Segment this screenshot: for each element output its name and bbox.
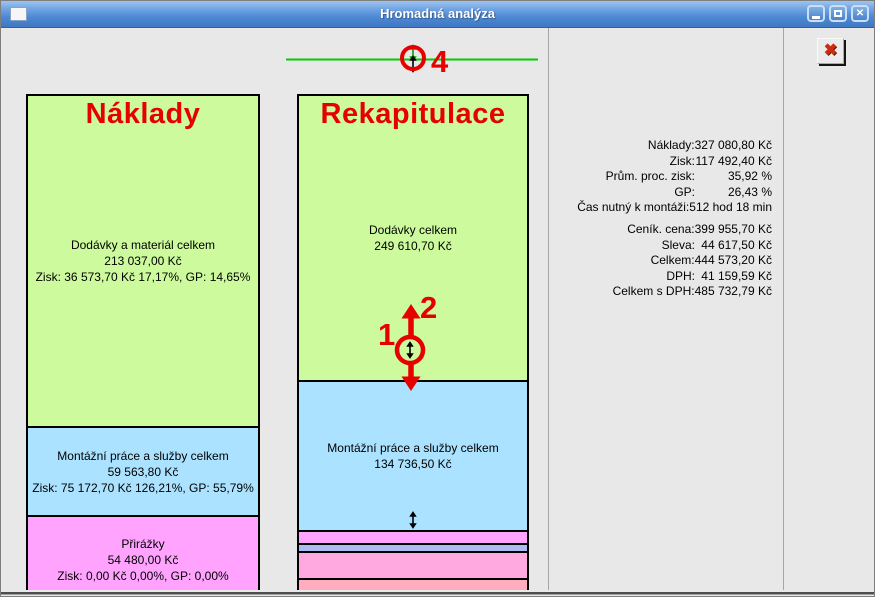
summary-label: Sleva:	[661, 237, 695, 252]
summary-value: 512 hod 18 min	[689, 200, 772, 214]
close-window-button[interactable]: ✕	[851, 5, 869, 22]
section-name: Dodávky celkem	[368, 223, 458, 237]
client-area: Náklady Dodávky a materiál celkem 213 03…	[1, 28, 874, 596]
summary-row: Celkem: 444 573,20 Kč	[556, 253, 772, 269]
costs-surcharges-section[interactable]: Přirážky 54 480,00 Kč Zisk: 0,00 Kč 0,00…	[28, 515, 258, 596]
summary-row: DPH: 41 159,59 Kč	[556, 269, 772, 285]
app-icon[interactable]	[10, 7, 27, 21]
section-value: 59 563,80 Kč	[107, 464, 179, 479]
summary-value: 117 492,40 Kč	[695, 153, 772, 168]
costs-surcharges-text: Přirážky 54 480,00 Kč Zisk: 0,00 Kč 0,00…	[57, 536, 228, 584]
recap-stripe-magenta[interactable]	[299, 530, 527, 543]
summary-label: DPH:	[666, 268, 695, 283]
costs-supplies-text: Dodávky a materiál celkem 213 037,00 Kč …	[36, 237, 251, 285]
recap-labor-section[interactable]: Montážní práce a služby celkem 134 736,5…	[299, 380, 527, 530]
section-detail: Zisk: 75 172,70 Kč 126,21%, GP: 55,79%	[32, 480, 254, 495]
section-value: 134 736,50 Kč	[374, 457, 452, 471]
summary-value: 26,43 %	[727, 184, 772, 199]
maximize-icon	[834, 10, 842, 17]
recap-supplies-text: Dodávky celkem 249 610,70 Kč	[369, 222, 457, 254]
summary-label: Ceník. cena:	[627, 222, 695, 236]
summary-row: Náklady: 327 080,80 Kč	[556, 138, 772, 154]
section-name: Montážní práce a služby celkem	[57, 448, 229, 463]
summary-label: Celkem s DPH:	[612, 284, 695, 298]
recap-bar-chart: Rekapitulace Dodávky celkem 249 610,70 K…	[297, 94, 529, 596]
summary-label: Náklady:	[647, 138, 695, 152]
costs-bar-chart: Náklady Dodávky a materiál celkem 213 03…	[26, 94, 260, 596]
recap-stripe-periwinkle[interactable]	[299, 543, 527, 551]
titlebar[interactable]: Hromadná analýza ✕	[1, 1, 874, 28]
summary-row: Celkem s DPH: 485 732,79 Kč	[556, 284, 772, 300]
window-controls: ✕	[807, 5, 869, 22]
costs-labor-section[interactable]: Montážní práce a služby celkem 59 563,80…	[28, 426, 258, 515]
costs-supplies-section[interactable]: Náklady Dodávky a materiál celkem 213 03…	[28, 96, 258, 426]
close-button[interactable]: ✖	[817, 38, 844, 64]
maximize-button[interactable]	[829, 5, 847, 22]
summary-row: GP: 26,43 %	[556, 185, 772, 201]
summary-label: Čas nutný k montáži:	[577, 200, 690, 214]
recap-stripe-pink[interactable]	[299, 551, 527, 578]
summary-value: 41 159,59 Kč	[701, 268, 772, 283]
summary-row: Prům. proc. zisk: 35,92 %	[556, 169, 772, 185]
panel-divider-right	[783, 28, 784, 590]
section-value: 249 610,70 Kč	[374, 239, 452, 253]
panel-divider-left	[548, 28, 549, 590]
window-bottom-frame	[1, 590, 874, 596]
summary-value: 35,92 %	[727, 169, 772, 183]
summary-row: Zisk: 117 492,40 Kč	[556, 154, 772, 170]
summary-value: 444 573,20 Kč	[694, 253, 772, 267]
costs-labor-text: Montážní práce a služby celkem 59 563,80…	[32, 448, 253, 496]
summary-value: 485 732,79 Kč	[694, 284, 772, 298]
summary-row: Ceník. cena: 399 955,70 Kč	[556, 222, 772, 238]
recap-supplies-section[interactable]: Rekapitulace Dodávky celkem 249 610,70 K…	[299, 96, 527, 380]
summary-row: Čas nutný k montáži: 512 hod 18 min	[556, 200, 772, 216]
section-detail: Zisk: 0,00 Kč 0,00%, GP: 0,00%	[57, 568, 229, 583]
close-x-icon: ✖	[823, 42, 838, 59]
section-value: 54 480,00 Kč	[107, 552, 179, 567]
section-value: 213 037,00 Kč	[104, 254, 182, 268]
window-title: Hromadná analýza	[380, 6, 495, 21]
summary-panel-top: Náklady: 327 080,80 Kč Zisk: 117 492,40 …	[556, 138, 772, 216]
summary-row: Sleva: 44 617,50 Kč	[556, 238, 772, 254]
summary-label: Celkem:	[650, 253, 695, 267]
recap-labor-text: Montážní práce a služby celkem 134 736,5…	[327, 440, 498, 472]
recap-chart-title: Rekapitulace	[320, 98, 506, 130]
summary-panel-bottom: Ceník. cena: 399 955,70 Kč Sleva: 44 617…	[556, 222, 772, 300]
costs-chart-title: Náklady	[85, 98, 201, 130]
summary-value: 399 955,70 Kč	[694, 222, 772, 236]
summary-value: 44 617,50 Kč	[701, 237, 772, 252]
close-window-icon: ✕	[855, 7, 865, 19]
summary-label: Prům. proc. zisk:	[605, 169, 695, 183]
minimize-icon	[812, 15, 820, 19]
summary-value: 327 080,80 Kč	[694, 138, 772, 152]
minimize-button[interactable]	[807, 5, 825, 22]
section-detail: Zisk: 36 573,70 Kč 17,17%, GP: 14,65%	[35, 270, 251, 284]
section-name: Přirážky	[121, 536, 165, 551]
section-name: Montážní práce a služby celkem	[327, 441, 499, 455]
summary-label: Zisk:	[669, 153, 695, 168]
summary-label: GP:	[674, 184, 695, 199]
section-name: Dodávky a materiál celkem	[70, 238, 216, 252]
